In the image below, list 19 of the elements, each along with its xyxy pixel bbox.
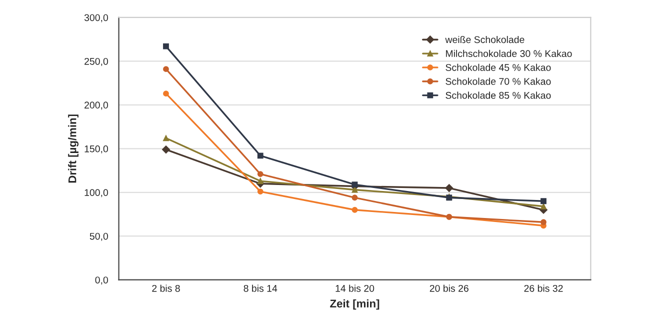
legend-label: weiße Schokolade [445, 36, 524, 44]
x-tick-label: 8 bis 14 [244, 284, 278, 292]
x-tick-label: 26 bis 32 [524, 284, 563, 292]
legend-label: Schokolade 70 % Kakao [446, 78, 551, 85]
y-tick-label: 100,0 [84, 189, 108, 198]
y-tick-label: 250,0 [84, 58, 108, 66]
y-tick-label: 150,0 [84, 145, 108, 154]
y-tick-label: 50,0 [90, 232, 108, 241]
x-axis-title: Zeit [min] [330, 299, 380, 310]
y-tick-label: 300,0 [84, 14, 108, 22]
y-axis-title: Drift [µg/min] [68, 114, 78, 183]
x-tick-label: 2 bis 8 [152, 284, 180, 292]
y-tick-label: 0,0 [95, 276, 108, 285]
legend-label: Schokolade 45 % Kakao [446, 64, 551, 71]
x-tick-label: 20 bis 26 [430, 284, 468, 292]
x-tick-label: 14 bis 20 [336, 284, 374, 292]
legend-label: Schokolade 85 % Kakao [446, 92, 551, 99]
y-tick-label: 200,0 [84, 102, 108, 110]
legend-label: Milchschokolade 30 % Kakao [446, 50, 572, 58]
